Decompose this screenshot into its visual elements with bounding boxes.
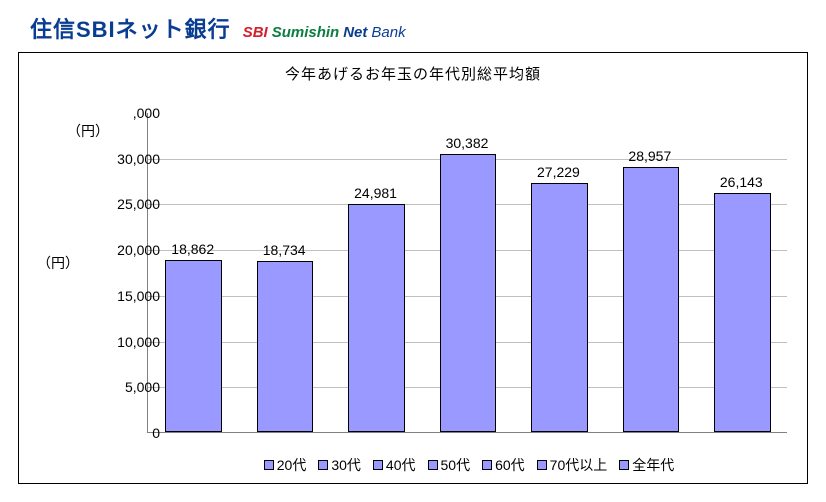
bar	[623, 167, 680, 432]
legend-item: 全年代	[619, 455, 674, 475]
bar-value-label: 26,143	[720, 174, 763, 190]
bar	[531, 183, 588, 432]
y-unit-top: （円）	[67, 121, 109, 141]
legend-label: 60代	[495, 455, 525, 475]
y-tick-label: 20,000	[117, 242, 160, 258]
legend-label: 70代以上	[550, 455, 608, 475]
legend-item: 30代	[318, 455, 361, 475]
bar-value-label: 27,229	[537, 164, 580, 180]
y-tick-label: 0	[152, 425, 160, 441]
y-tick-label: 5,000	[125, 379, 160, 395]
legend-item: 50代	[428, 455, 471, 475]
legend-label: 全年代	[632, 455, 674, 475]
y-tick-label: 25,000	[117, 196, 160, 212]
legend-swatch	[373, 460, 383, 470]
page-header: 住信SBIネット銀行 SBI Sumishin Net Bank	[0, 0, 826, 52]
bar	[165, 260, 222, 432]
sumishin-label: Sumishin	[272, 24, 340, 41]
bar-value-label: 30,382	[446, 135, 489, 151]
legend-swatch	[537, 460, 547, 470]
plot-area	[147, 113, 787, 433]
legend-item: 40代	[373, 455, 416, 475]
sbi-label: SBI	[243, 24, 268, 41]
legend-item: 20代	[264, 455, 307, 475]
bar	[714, 193, 771, 432]
legend: 20代 30代 40代 50代 60代 70代以上 全年代	[149, 455, 789, 475]
legend-swatch	[264, 460, 274, 470]
legend-label: 30代	[331, 455, 361, 475]
bar	[348, 204, 405, 432]
bar-value-label: 28,957	[628, 148, 671, 164]
bank-label: Bank	[371, 24, 405, 41]
bars-container	[148, 113, 787, 432]
chart-title: 今年あげるお年玉の年代別総平均額	[19, 53, 807, 84]
y-tick-label: 10,000	[117, 334, 160, 350]
legend-item: 60代	[482, 455, 525, 475]
bank-name-en: SBI Sumishin Net Bank	[243, 24, 406, 41]
legend-label: 20代	[277, 455, 307, 475]
bar-value-label: 18,862	[171, 241, 214, 257]
legend-swatch	[428, 460, 438, 470]
legend-item: 70代以上	[537, 455, 608, 475]
bar	[257, 261, 314, 432]
bank-name-jp: 住信SBIネット銀行	[30, 12, 231, 44]
y-tick-label: 15,000	[117, 288, 160, 304]
net-label: Net	[343, 24, 367, 41]
y-tick-label: 30,000	[117, 151, 160, 167]
legend-swatch	[318, 460, 328, 470]
y-unit-mid: （円）	[37, 253, 79, 273]
bar-value-label: 18,734	[263, 242, 306, 258]
bar-value-label: 24,981	[354, 185, 397, 201]
chart-frame: 今年あげるお年玉の年代別総平均額 （円） （円） 0 5,000 10,000 15,…	[18, 52, 808, 484]
legend-swatch	[482, 460, 492, 470]
legend-swatch	[619, 460, 629, 470]
legend-label: 50代	[441, 455, 471, 475]
legend-label: 40代	[386, 455, 416, 475]
bar	[440, 154, 497, 432]
y-tick-label-top: ,000	[133, 105, 160, 121]
